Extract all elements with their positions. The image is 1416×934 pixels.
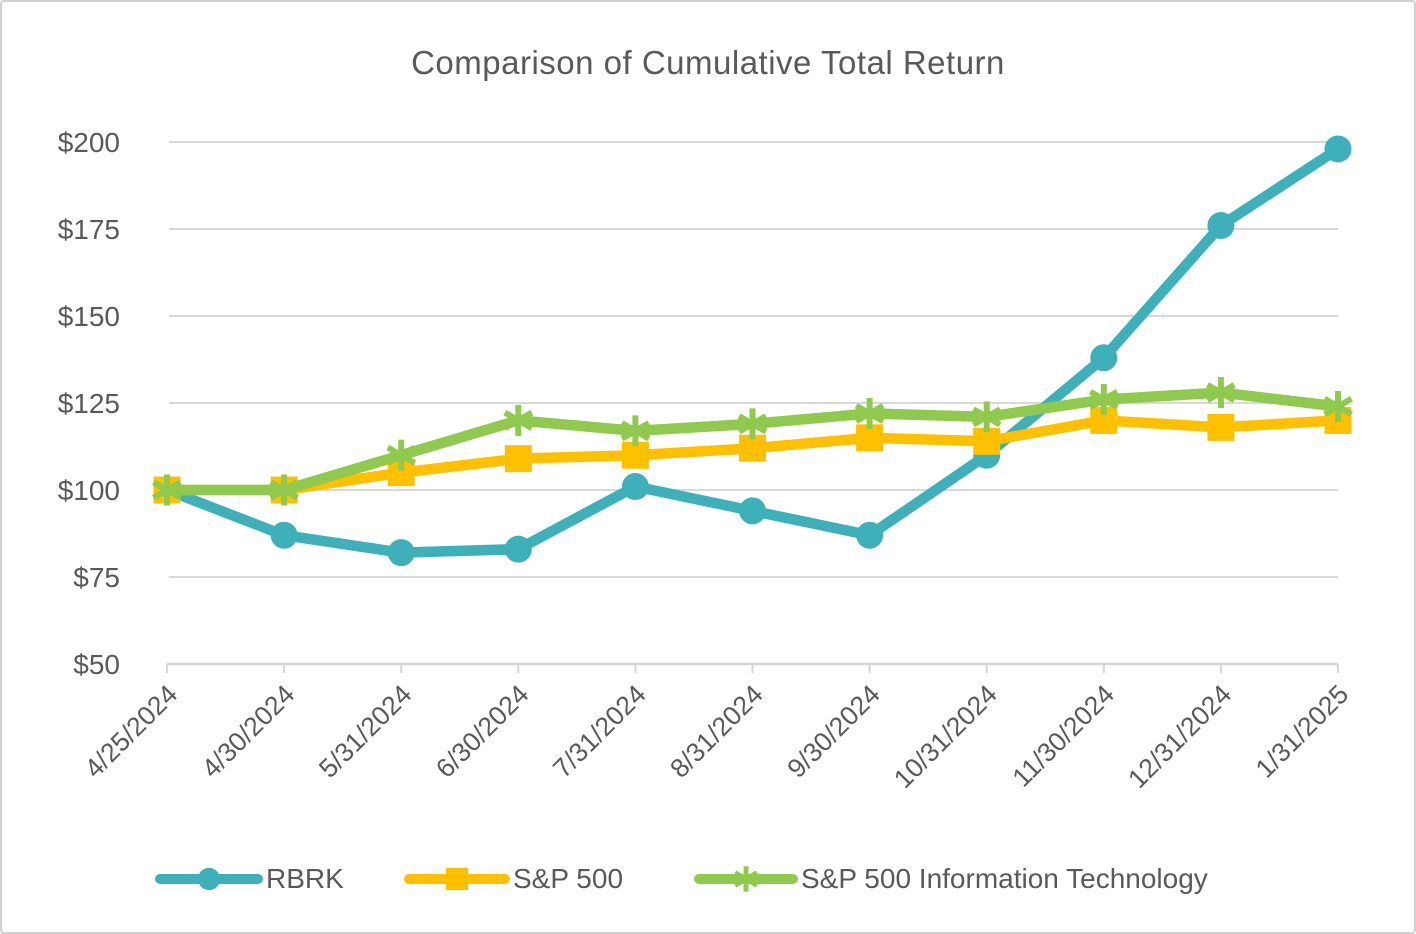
x-axis-label: 10/31/2024 (888, 679, 1003, 794)
legend-label-sp500: S&P 500 (513, 863, 624, 894)
data-point-marker (269, 474, 300, 506)
y-axis-label: $100 (58, 475, 120, 506)
y-axis-label: $150 (58, 301, 120, 332)
legend-label-rbrk: RBRK (266, 863, 344, 894)
x-axis-label: 9/30/2024 (781, 679, 886, 784)
series-line (161, 143, 1344, 558)
data-point-marker (1323, 390, 1353, 422)
series-1 (153, 135, 1352, 567)
data-point-marker (1207, 212, 1235, 240)
data-point-marker (1088, 384, 1119, 416)
y-axis-label: $200 (58, 127, 120, 158)
rbrk-line-circle-marker-icon (155, 867, 263, 891)
x-axis-label: 12/31/2024 (1122, 679, 1237, 794)
y-axis-label: $50 (73, 649, 120, 680)
data-point-marker (445, 867, 469, 891)
x-axis-label: 7/31/2024 (547, 679, 652, 784)
chart-legend: RBRK S&P 500 S&P 500 Information Technol… (2, 857, 1414, 901)
chart-title: Comparison of Cumulative Total Return (411, 44, 1005, 81)
data-point-marker (503, 404, 534, 436)
x-axis-label: 4/30/2024 (196, 679, 301, 784)
y-axis-label: $175 (58, 214, 120, 245)
x-axis-label: 11/30/2024 (1006, 679, 1120, 793)
legend-item-sp500: S&P 500 (404, 857, 624, 901)
data-point-marker (620, 415, 651, 447)
data-point-marker (733, 866, 759, 892)
data-point-marker (387, 539, 415, 567)
data-point-marker (1324, 135, 1352, 163)
data-point-marker (621, 473, 649, 501)
legend-label-sp500-it: S&P 500 Information Technology (801, 863, 1208, 894)
chart-plot-area: $50 $75 $100 $125 $150 $175 $200 4/25/2024 4/30/… (58, 127, 1355, 794)
data-point-marker (737, 408, 768, 440)
sp500-line-square-marker-icon (404, 867, 510, 891)
legend-item-rbrk: RBRK (155, 857, 344, 901)
data-point-marker (270, 521, 298, 549)
y-axis-label: $75 (73, 562, 120, 593)
data-point-marker (504, 445, 532, 473)
data-point-marker (856, 521, 884, 549)
data-point-marker (1090, 344, 1118, 372)
data-point-marker (1207, 413, 1235, 441)
sp500-it-line-asterisk-marker-icon (694, 866, 798, 892)
legend-item-sp500-it: S&P 500 Information Technology (694, 857, 1208, 901)
x-axis-label: 5/31/2024 (313, 679, 418, 784)
series-3 (152, 377, 1353, 506)
data-point-marker (504, 535, 532, 563)
x-axis-label: 1/31/2025 (1250, 679, 1355, 784)
data-point-marker (386, 439, 417, 471)
data-point-marker (1205, 377, 1236, 409)
x-axis-label: 8/31/2024 (664, 679, 769, 784)
data-point-marker (971, 401, 1002, 433)
y-axis-label: $125 (58, 388, 120, 419)
data-point-marker (854, 397, 885, 429)
data-point-marker (197, 867, 221, 891)
data-point-marker (739, 497, 766, 525)
x-axis-label: 6/30/2024 (430, 679, 535, 784)
x-axis-label: 4/25/2024 (79, 679, 184, 784)
data-point-marker (152, 474, 182, 506)
